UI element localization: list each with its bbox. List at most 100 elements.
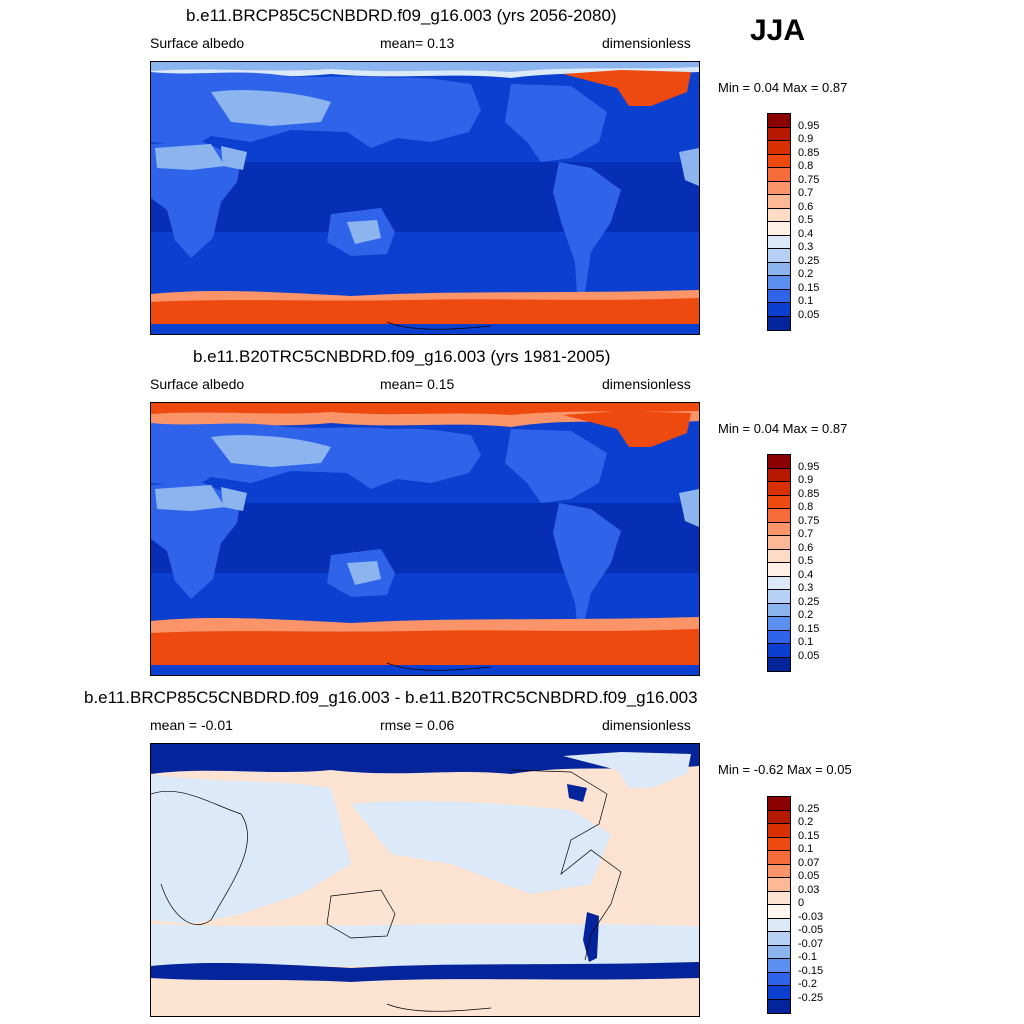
americas-coastline [510, 769, 622, 961]
colorbar-swatch [768, 878, 790, 892]
season-label: JJA [750, 14, 806, 47]
arabia-bright-land [221, 146, 247, 170]
arabia-bright-land [221, 487, 247, 511]
colorbar-swatch [768, 262, 790, 276]
africa-land [151, 483, 241, 599]
panel-3-colorbar [767, 796, 791, 1014]
colorbar-swatch [768, 644, 790, 658]
colorbar-swatch [768, 563, 790, 577]
colorbar-tick-label: 0.2 [798, 609, 814, 621]
colorbar-swatch [768, 576, 790, 590]
colorbar-tick-label: 0.15 [798, 281, 820, 294]
colorbar-tick-label: 0.05 [798, 870, 820, 882]
colorbar-tick-label: 0.1 [798, 636, 814, 648]
colorbar-tick-label: 0.15 [798, 622, 820, 635]
colorbar-tick-label: 0.8 [798, 501, 814, 513]
colorbar-tick-label: -0.1 [798, 951, 817, 963]
colorbar-swatch [768, 181, 790, 195]
colorbar-tick-label: 0.07 [798, 856, 820, 869]
colorbar-swatch [768, 482, 790, 496]
colorbar-tick-label: 0.25 [798, 802, 820, 815]
colorbar-swatch [768, 289, 790, 303]
colorbar-swatch [768, 918, 790, 932]
colorbar-tick-label: 0.6 [798, 200, 814, 213]
colorbar-swatch [768, 590, 790, 604]
patagonia-anomaly [583, 912, 599, 962]
colorbar-swatch [768, 945, 790, 959]
colorbar-swatch [768, 959, 790, 973]
south-america-land [553, 503, 621, 623]
central-asia-bright-land [211, 90, 331, 126]
colorbar-tick-label: 0.95 [798, 460, 820, 473]
panel-1-colorbar [767, 113, 791, 331]
cool-anomaly-eurasia-africa [151, 774, 351, 924]
arctic-sea-ice-core [151, 403, 699, 415]
panel-1-units-label: dimensionless [602, 35, 691, 51]
colorbar-swatch [768, 536, 790, 550]
colorbar-swatch [768, 891, 790, 905]
greenland-diff [563, 752, 691, 788]
colorbar-tick-label: 0.7 [798, 187, 814, 199]
colorbar-swatch [768, 168, 790, 182]
panel-3-map [150, 743, 700, 1017]
sahara-bright-land [155, 144, 225, 170]
colorbar-tick-label: 0.2 [798, 268, 814, 280]
colorbar-tick-label: 0.05 [798, 649, 820, 662]
central-asia-bright-land [211, 435, 331, 467]
colorbar-swatch [768, 824, 790, 838]
panel-2-minmax-label: Min = 0.04 Max = 0.87 [718, 421, 848, 436]
colorbar-tick-label: 0.85 [798, 146, 820, 159]
colorbar-tick-label: 0.2 [798, 816, 814, 828]
north-america-land [505, 84, 607, 162]
colorbar-swatch [768, 617, 790, 631]
greenland-ice-sheet [563, 70, 691, 106]
colorbar-tick-label: 0.8 [798, 160, 814, 172]
colorbar-swatch [768, 154, 790, 168]
east-africa-edge-land [679, 148, 699, 186]
panel-1-map [150, 61, 700, 335]
colorbar-swatch [768, 657, 790, 671]
panel-3-rmse-label: rmse = 0.06 [380, 717, 455, 733]
colorbar-tick-label: 0.3 [798, 241, 814, 253]
colorbar-tick-label: 0.1 [798, 843, 814, 855]
east-africa-edge-land [679, 489, 699, 527]
colorbar-swatch [768, 837, 790, 851]
colorbar-swatch [768, 810, 790, 824]
colorbar-tick-label: 0.5 [798, 555, 814, 567]
colorbar-swatch [768, 603, 790, 617]
panel-2-variable-label: Surface albedo [150, 376, 245, 392]
colorbar-swatch [768, 999, 790, 1013]
colorbar-swatch [768, 208, 790, 222]
south-america-land [553, 162, 621, 296]
colorbar-tick-label: 0.4 [798, 568, 814, 581]
colorbar-swatch [768, 495, 790, 509]
colorbar-tick-label: 0.03 [798, 883, 820, 896]
sahara-bright-land [155, 485, 225, 511]
colorbar-tick-label: -0.25 [798, 991, 824, 1004]
colorbar-swatch [768, 509, 790, 523]
africa-coastline [151, 790, 248, 925]
panel-1-mean-label: mean= 0.13 [380, 35, 455, 51]
colorbar-swatch [768, 222, 790, 236]
panel-2-mean-label: mean= 0.15 [380, 376, 455, 392]
colorbar-tick-label: 0.75 [798, 514, 820, 527]
colorbar-swatch [768, 549, 790, 563]
colorbar-swatch [768, 797, 790, 811]
colorbar-tick-label: 0.1 [798, 295, 814, 307]
colorbar-swatch [768, 127, 790, 141]
colorbar-swatch [768, 455, 790, 469]
panel-3-map-svg [151, 744, 699, 1016]
antarctica-ice-sheet [151, 298, 699, 324]
arctic-sea-ice-edge [151, 62, 699, 72]
panel-2-map-svg [151, 403, 699, 675]
colorbar-tick-label: 0.9 [798, 474, 814, 486]
panel-1-map-svg [151, 62, 699, 334]
panel-1-variable-label: Surface albedo [150, 35, 245, 51]
antarctic-sea-ice-decrease-band [151, 962, 699, 982]
colorbar-tick-label: 0.85 [798, 487, 820, 500]
panel-3-units-label: dimensionless [602, 717, 691, 733]
australia-bright-land [347, 220, 381, 244]
colorbar-tick-label: 0.5 [798, 214, 814, 226]
colorbar-tick-label: 0.7 [798, 528, 814, 540]
antarctic-coastline [386, 321, 492, 330]
